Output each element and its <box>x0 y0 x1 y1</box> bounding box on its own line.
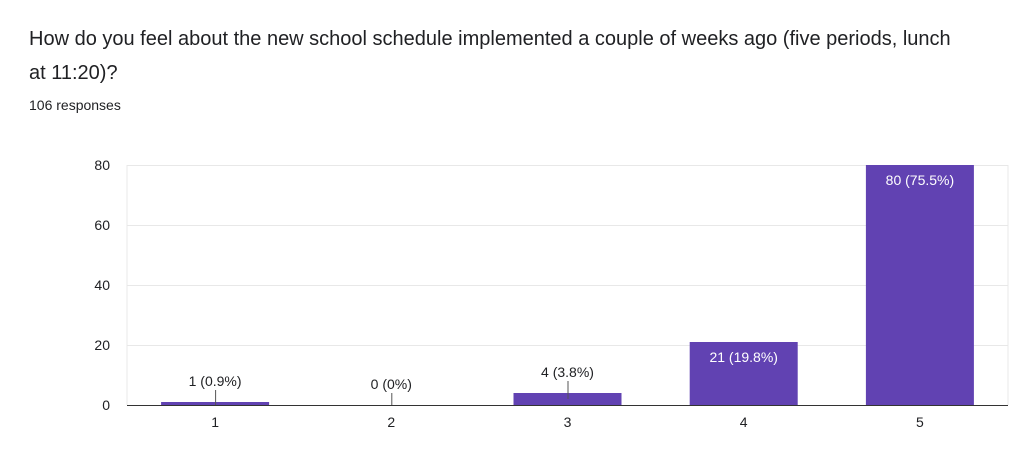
question-title: How do you feel about the new school sch… <box>29 28 951 84</box>
x-tick-label: 4 <box>740 414 748 430</box>
y-tick-label: 80 <box>94 157 110 173</box>
x-tick-label: 1 <box>211 414 219 430</box>
y-axis-ticks: 0 20 40 60 80 <box>94 157 110 413</box>
x-axis-ticks: 1 2 3 4 5 <box>211 414 924 430</box>
data-label: 1 (0.9%) <box>189 373 242 389</box>
data-label: 80 (75.5%) <box>886 172 954 188</box>
y-tick-label: 60 <box>94 217 110 233</box>
bar <box>865 165 974 405</box>
x-tick-label: 3 <box>564 414 572 430</box>
data-labels: 1 (0.9%) 0 (0%) 4 (3.8%) 21 (19.8%) 80 (75.5… <box>189 172 954 405</box>
data-label: 21 (19.8%) <box>709 349 777 365</box>
gridlines <box>126 165 1009 405</box>
y-tick-label: 20 <box>94 337 110 353</box>
data-label: 0 (0%) <box>371 376 412 392</box>
y-tick-label: 0 <box>102 397 110 413</box>
data-label: 4 (3.8%) <box>541 364 594 380</box>
x-tick-label: 5 <box>916 414 924 430</box>
bar <box>689 342 798 405</box>
x-tick-label: 2 <box>387 414 395 430</box>
response-count: 106 responses <box>29 97 121 113</box>
y-tick-label: 40 <box>94 277 110 293</box>
